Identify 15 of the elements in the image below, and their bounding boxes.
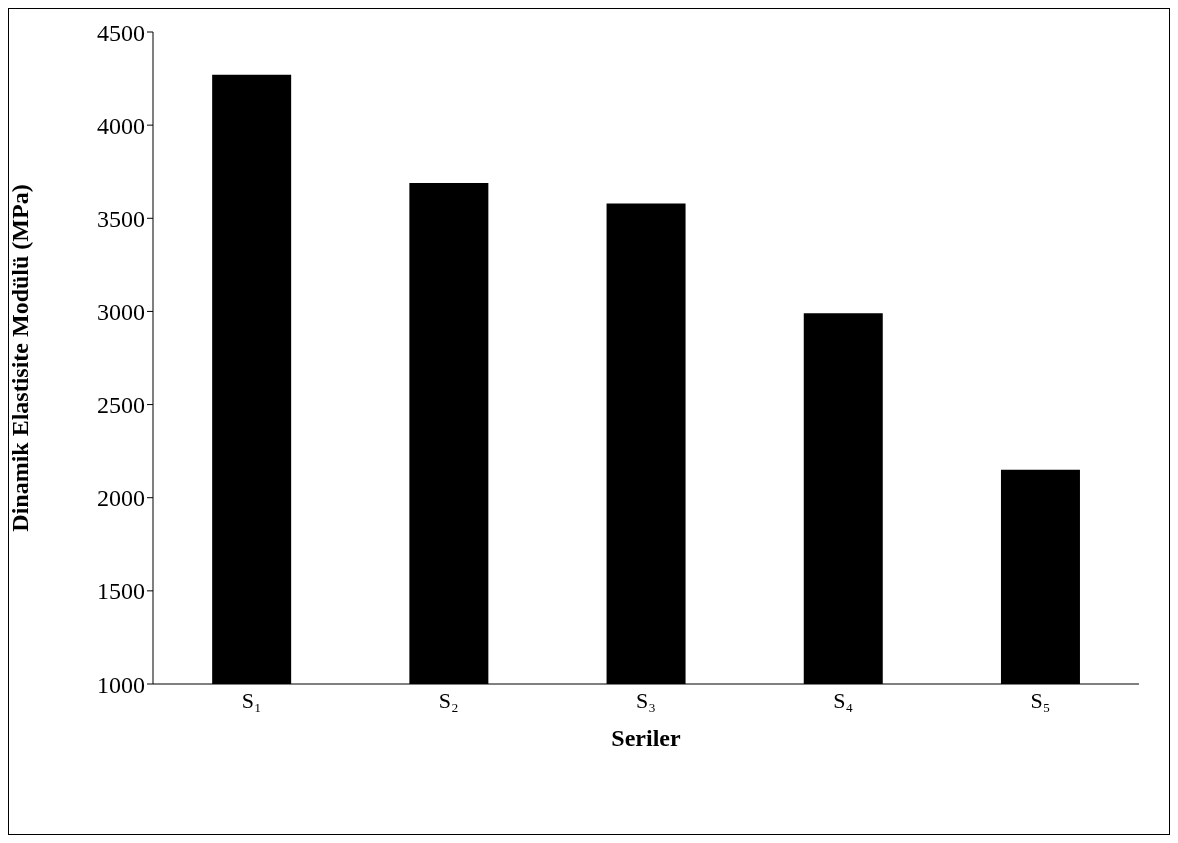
y-tick-label: 2500	[97, 392, 145, 419]
x-tick-label: S₅	[1030, 687, 1051, 713]
y-axis-title: Dinamik Elastisite Modülü (MPa)	[6, 184, 33, 532]
x-tick-label: S₃	[636, 687, 656, 713]
y-tick-label: 4000	[97, 112, 145, 139]
y-tick-label: 4500	[97, 19, 145, 46]
y-tick-label: 1000	[97, 671, 145, 698]
y-tick-label: 3500	[97, 205, 145, 232]
y-tick-label: 3000	[97, 298, 145, 325]
y-tick-label: 1500	[97, 578, 145, 605]
x-axis-title: Seriler	[611, 725, 681, 751]
y-tick-label: 2000	[97, 485, 145, 512]
x-tick-label: S₁	[241, 687, 262, 713]
x-tick-label: S₂	[438, 687, 459, 713]
x-tick-label: S₄	[833, 687, 854, 713]
